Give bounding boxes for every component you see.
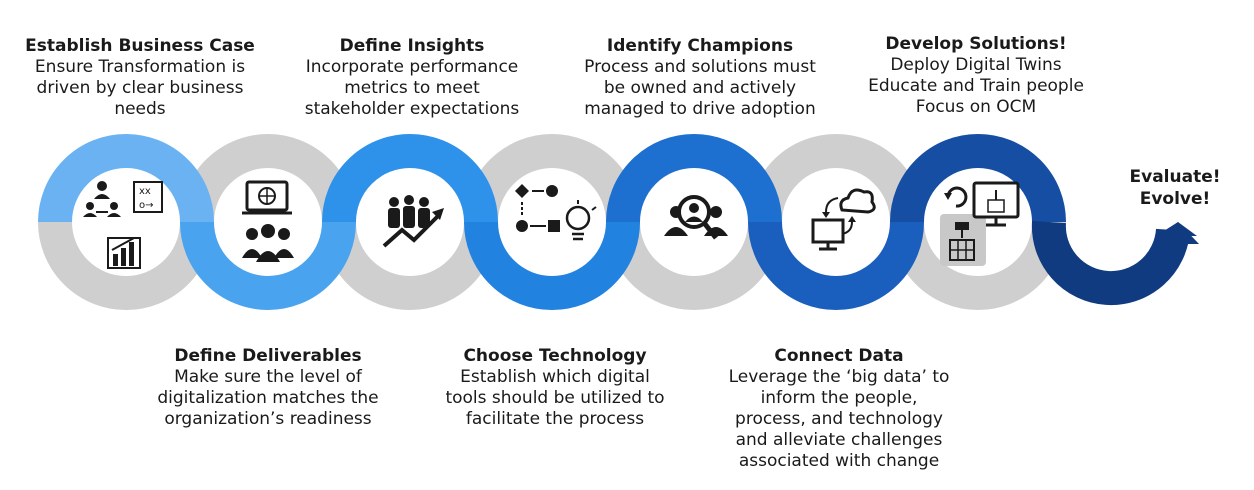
step-establish-business-case: Establish Business Case Ensure Transform… <box>18 36 262 120</box>
ring-5-gray-lower <box>606 221 782 310</box>
step-text-line: Incorporate performance <box>305 57 519 77</box>
step-text-line: Ensure Transformation is <box>34 57 246 77</box>
step-text-line: digitalization matches the <box>157 388 379 408</box>
step-text-line: organization’s readiness <box>164 409 372 429</box>
ring-3-blue-upper <box>322 134 498 223</box>
step-text-line: Educate and Train people <box>868 76 1084 96</box>
step-text-line: inform the people, <box>760 388 918 408</box>
step-identify-champions: Identify Champions Process and solutions… <box>572 36 828 120</box>
search-people-icon <box>664 195 728 240</box>
step-text-line: Process and solutions must <box>584 57 816 77</box>
step-text-line: Deploy Digital Twins <box>890 55 1062 75</box>
ring-6-gray-upper <box>748 134 924 223</box>
arrow-head-tip <box>1153 222 1199 244</box>
cloud-sync-icon <box>811 188 876 251</box>
step-choose-technology: Choose Technology Establish which digita… <box>430 346 680 430</box>
step-title: Define Insights <box>339 36 485 56</box>
step-text-line: managed to drive adoption <box>584 99 816 119</box>
end-label-line-1: Evaluate! <box>1129 167 1221 187</box>
svg-text:xx: xx <box>139 186 151 197</box>
step-title: Define Deliverables <box>174 346 362 366</box>
step-title: Choose Technology <box>463 346 647 366</box>
ring-5-blue-upper <box>606 134 782 223</box>
growth-team-icon <box>382 195 444 248</box>
ring-4-blue-lower <box>464 221 640 310</box>
step-text-line: needs <box>114 99 166 119</box>
step-text-line: tools should be utilized to <box>445 388 665 408</box>
step-define-insights: Define Insights Incorporate performance … <box>290 36 534 120</box>
step-title: Identify Champions <box>606 36 794 56</box>
step-develop-solutions: Develop Solutions! Deploy Digital Twins … <box>856 34 1096 118</box>
step-title: Connect Data <box>774 346 904 366</box>
step-text-line: Leverage the ‘big data’ to <box>728 367 950 387</box>
step-define-deliverables: Define Deliverables Make sure the level … <box>148 346 388 430</box>
ring-1-blue-upper <box>38 134 214 223</box>
step-text-line: facilitate the process <box>465 409 645 429</box>
evaluate-evolve-label: Evaluate! Evolve! <box>1120 166 1230 210</box>
step-text-line: and alleviate challenges <box>735 430 943 450</box>
ring-8-blue-lower <box>1031 220 1190 306</box>
ring-6-blue-lower <box>748 221 924 310</box>
step-text-line: be owned and actively <box>603 78 797 98</box>
step-text-line: stakeholder expectations <box>304 99 520 119</box>
step-text-line: process, and technology <box>735 409 943 429</box>
step-title: Develop Solutions! <box>885 34 1067 54</box>
presentation-audience-icon <box>242 180 294 262</box>
ring-3-gray-lower <box>322 221 498 310</box>
ring-2-blue-lower <box>180 221 356 310</box>
step-text-line: driven by clear business <box>36 78 244 98</box>
step-text-line: Focus on OCM <box>915 97 1037 117</box>
step-connect-data: Connect Data Leverage the ‘big data’ to … <box>714 346 964 472</box>
end-label-line-2: Evolve! <box>1139 189 1211 209</box>
step-text-line: associated with change <box>738 451 940 471</box>
step-text-line: Make sure the level of <box>174 367 362 387</box>
ring-7-blue-upper <box>890 134 1066 223</box>
process-idea-icon <box>515 184 597 241</box>
svg-text:o→: o→ <box>139 200 154 211</box>
step-text-line: Establish which digital <box>460 367 650 387</box>
step-text-line: metrics to meet <box>344 78 480 98</box>
team-network-chart-icon: xx o→ <box>83 181 163 269</box>
digital-twin-icon <box>940 181 1020 266</box>
step-title: Establish Business Case <box>25 36 255 56</box>
